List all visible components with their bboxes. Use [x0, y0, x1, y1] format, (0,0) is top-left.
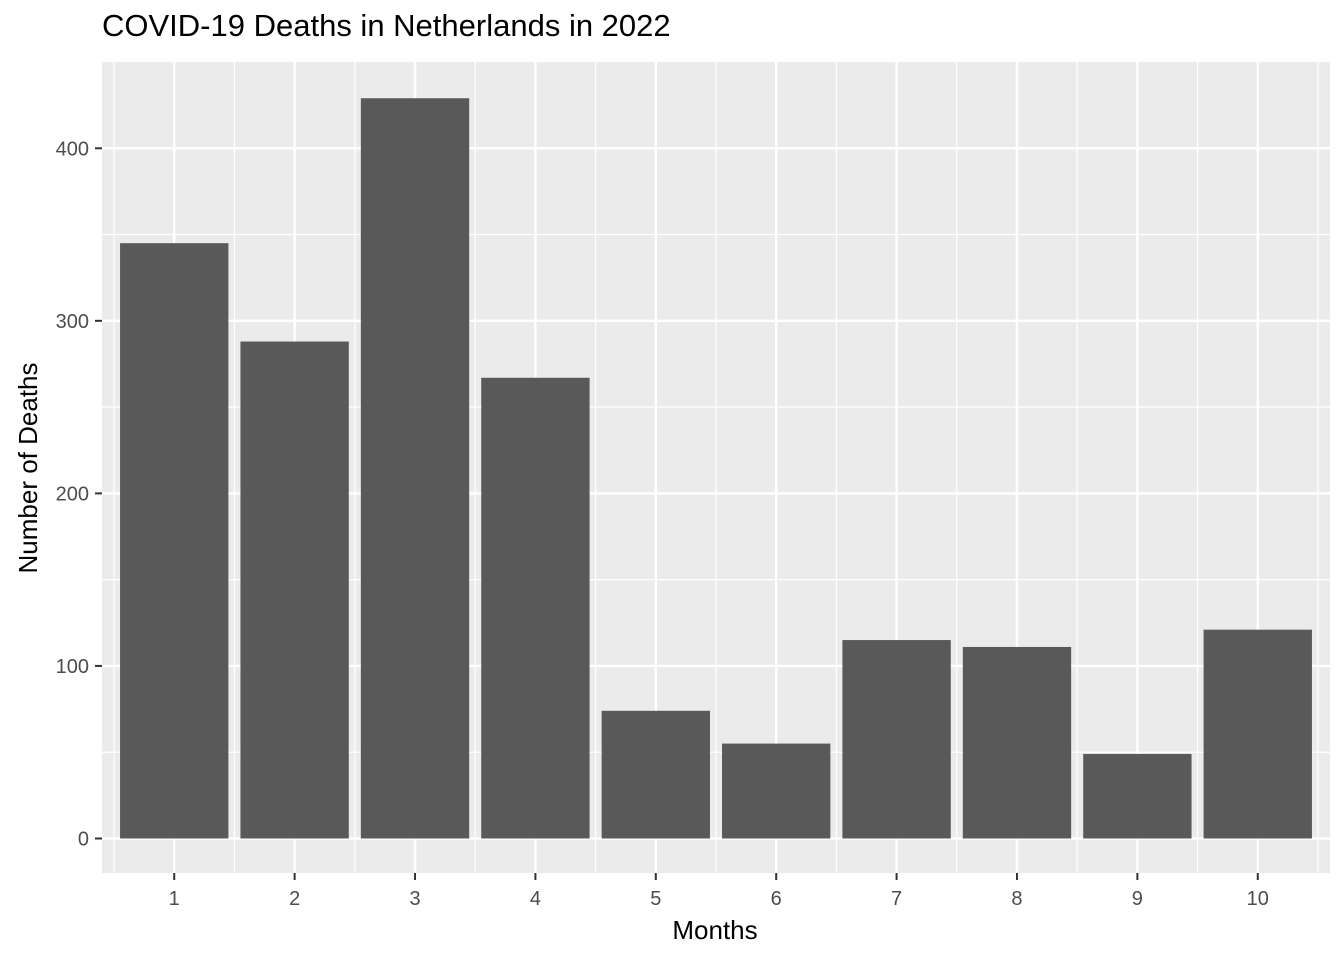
x-tick-label: 6: [771, 888, 782, 910]
x-tick-label: 7: [891, 888, 902, 910]
bar-month-4: [481, 377, 590, 839]
x-tick-label: 4: [530, 888, 541, 910]
x-tick-label: 1: [169, 888, 180, 910]
bar-month-10: [1203, 629, 1312, 839]
y-tick-label: 300: [56, 311, 89, 333]
y-tick-label: 200: [56, 483, 89, 505]
x-tick-label: 8: [1011, 888, 1022, 910]
x-tick-label: 10: [1247, 888, 1269, 910]
bar-month-5: [601, 710, 710, 839]
bar-month-1: [120, 243, 229, 839]
minor-gridlines: [102, 62, 1330, 873]
bar-month-2: [240, 341, 349, 839]
y-tick-label: 0: [78, 828, 89, 850]
bar-month-3: [360, 98, 470, 839]
x-tick-label: 5: [650, 888, 661, 910]
x-tick-label: 3: [409, 888, 420, 910]
bar-month-7: [842, 640, 951, 839]
bars: [120, 98, 1312, 839]
y-axis: 0 100 200 300 400: [56, 138, 102, 850]
bar-month-6: [722, 743, 831, 839]
x-tick-label: 9: [1132, 888, 1143, 910]
x-axis: 1 2 3 4 5 6 7 8 9 10: [169, 873, 1269, 910]
y-tick-label: 400: [56, 138, 89, 160]
y-axis-title: Number of Deaths: [13, 363, 43, 574]
chart-title: COVID-19 Deaths in Netherlands in 2022: [102, 8, 671, 43]
x-tick-label: 2: [289, 888, 300, 910]
y-tick-label: 100: [56, 656, 89, 678]
bar-month-8: [962, 646, 1072, 839]
x-axis-title: Months: [672, 915, 757, 945]
bar-month-9: [1083, 753, 1192, 839]
